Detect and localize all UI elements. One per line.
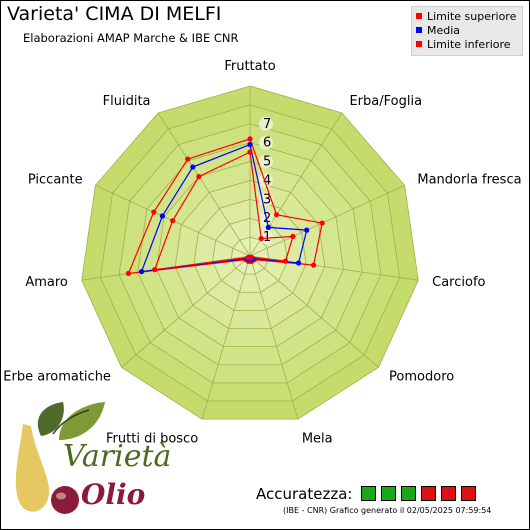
scale-label-bg [259,173,273,188]
series-point [190,164,196,170]
axis-label: Amaro [25,275,68,290]
axis-label: Mela [302,432,333,447]
axis-label: Pomodoro [389,369,454,384]
legend-item-mean: Media [416,24,460,38]
scale-label: 5 [263,155,271,170]
accuracy-box [461,486,476,501]
radar-spoke [121,255,251,368]
accuracy-box [381,486,396,501]
series-point [159,213,165,219]
legend-swatch-lower [416,41,422,47]
legend-label-mean: Media [427,24,461,37]
axis-label: Fluidita [103,94,151,109]
legend-label-upper: Limite superiore [427,10,517,23]
accuracy-label: Accuratezza: [256,485,353,503]
series-point [258,235,264,242]
accuracy-box [421,486,436,501]
scale-label-bg [259,116,273,131]
axis-label: Piccante [28,173,83,188]
series-point [247,136,253,142]
logo-text-olio: Olio [81,478,145,511]
series-point [247,141,253,148]
series-point [304,227,310,233]
series-point [290,233,296,239]
scale-label-bg [259,135,273,150]
accuracy-box [441,486,456,501]
series-point [282,258,289,264]
radar-spoke [157,112,251,257]
accuracy-box [401,486,416,501]
series-point [152,267,158,273]
legend: Limite superiore Media Limite inferiore [411,6,523,56]
series-point [151,209,157,215]
series-point [196,173,202,180]
accuracy-box [361,486,376,501]
legend-item-upper: Limite superiore [416,10,516,24]
scale-label: 3 [263,192,271,207]
scale-label: 4 [263,173,271,188]
series-point [170,218,176,224]
legend-label-lower: Limite inferiore [427,38,511,51]
axis-label: Erbe aromatiche [3,369,111,384]
legend-swatch-mean [416,27,422,33]
series-point [245,254,252,260]
series-point [319,220,325,226]
scale-label: 2 [263,211,271,226]
varieta-olio-logo: Varietà Olio [15,402,171,514]
radar-spoke [249,255,299,420]
series-point [265,224,271,230]
radar-spoke [249,185,405,257]
chart-title: Varieta' CIMA DI MELFI [7,3,222,25]
footer-text: (IBE - CNR) Grafico generato il 02/05/20… [283,506,492,515]
axis-label: Fruttato [224,59,275,74]
radar-spoke [249,255,379,368]
series-point [138,268,145,275]
series-point [247,149,253,155]
legend-item-lower: Limite inferiore [416,38,511,52]
legend-swatch-upper [416,13,422,19]
series-point [125,270,132,277]
scale-label: 6 [263,136,271,151]
axis-label: Frutti di bosco [106,432,198,447]
scale-label-bg [259,154,273,169]
logo-text-varieta: Varietà [63,439,171,474]
axis-label: Mandorla fresca [417,173,521,188]
series-point [310,262,317,268]
series-point [273,212,280,218]
chart-subtitle: Elaborazioni AMAP Marche & IBE CNR [23,31,239,45]
scale-label: 7 [263,117,271,132]
accuracy-boxes [361,486,481,502]
radar-spoke [201,255,251,420]
series-point [185,156,191,162]
series-point [296,260,302,266]
axis-label: Carciofo [432,275,485,290]
axis-label: Erba/Foglia [349,94,422,109]
